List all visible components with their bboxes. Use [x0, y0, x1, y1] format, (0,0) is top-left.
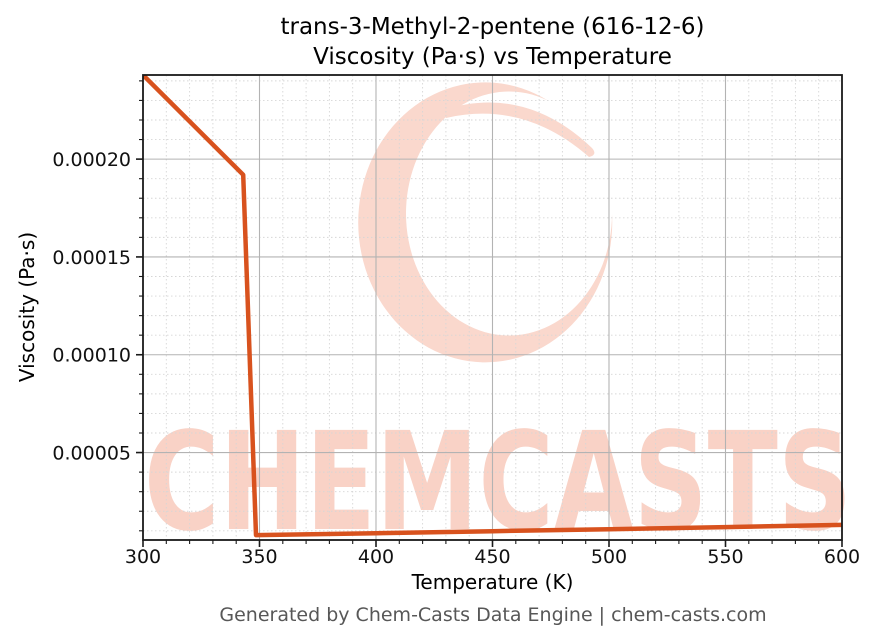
tick-labels: 300 350 400 450 500 550 600 0.00005 0.00010 0.000…: [52, 149, 860, 568]
chart-title-line1: trans-3-Methyl-2-pentene (616-12-6): [280, 14, 705, 40]
chemcasts-logo-icon: [358, 82, 613, 363]
y-tick-label: 0.00020: [52, 149, 131, 171]
axes-frame: [136, 74, 843, 547]
x-tick-label: 300: [125, 546, 161, 568]
x-tick-label: 500: [591, 546, 627, 568]
chemcasts-logo-flick-icon: [443, 102, 595, 157]
chart-title-line2: Viscosity (Pa·s) vs Temperature: [313, 44, 672, 70]
x-tick-label: 550: [707, 546, 743, 568]
x-tick-label: 600: [824, 546, 860, 568]
major-gridlines: [143, 75, 842, 540]
chart-title: trans-3-Methyl-2-pentene (616-12-6) Visc…: [143, 12, 842, 72]
viscosity-curve: [143, 75, 842, 538]
x-tick-label: 350: [241, 546, 277, 568]
footer-credit: Generated by Chem-Casts Data Engine | ch…: [219, 604, 767, 626]
data-series: [143, 75, 842, 538]
x-axis-label: Temperature (K): [411, 570, 574, 594]
y-tick-label: 0.00015: [52, 247, 131, 269]
y-tick-label: 0.00010: [52, 345, 131, 367]
x-tick-label: 450: [474, 546, 510, 568]
x-tick-label: 400: [358, 546, 394, 568]
y-tick-label: 0.00005: [52, 443, 131, 465]
y-axis-label: Viscosity (Pa·s): [15, 231, 39, 383]
